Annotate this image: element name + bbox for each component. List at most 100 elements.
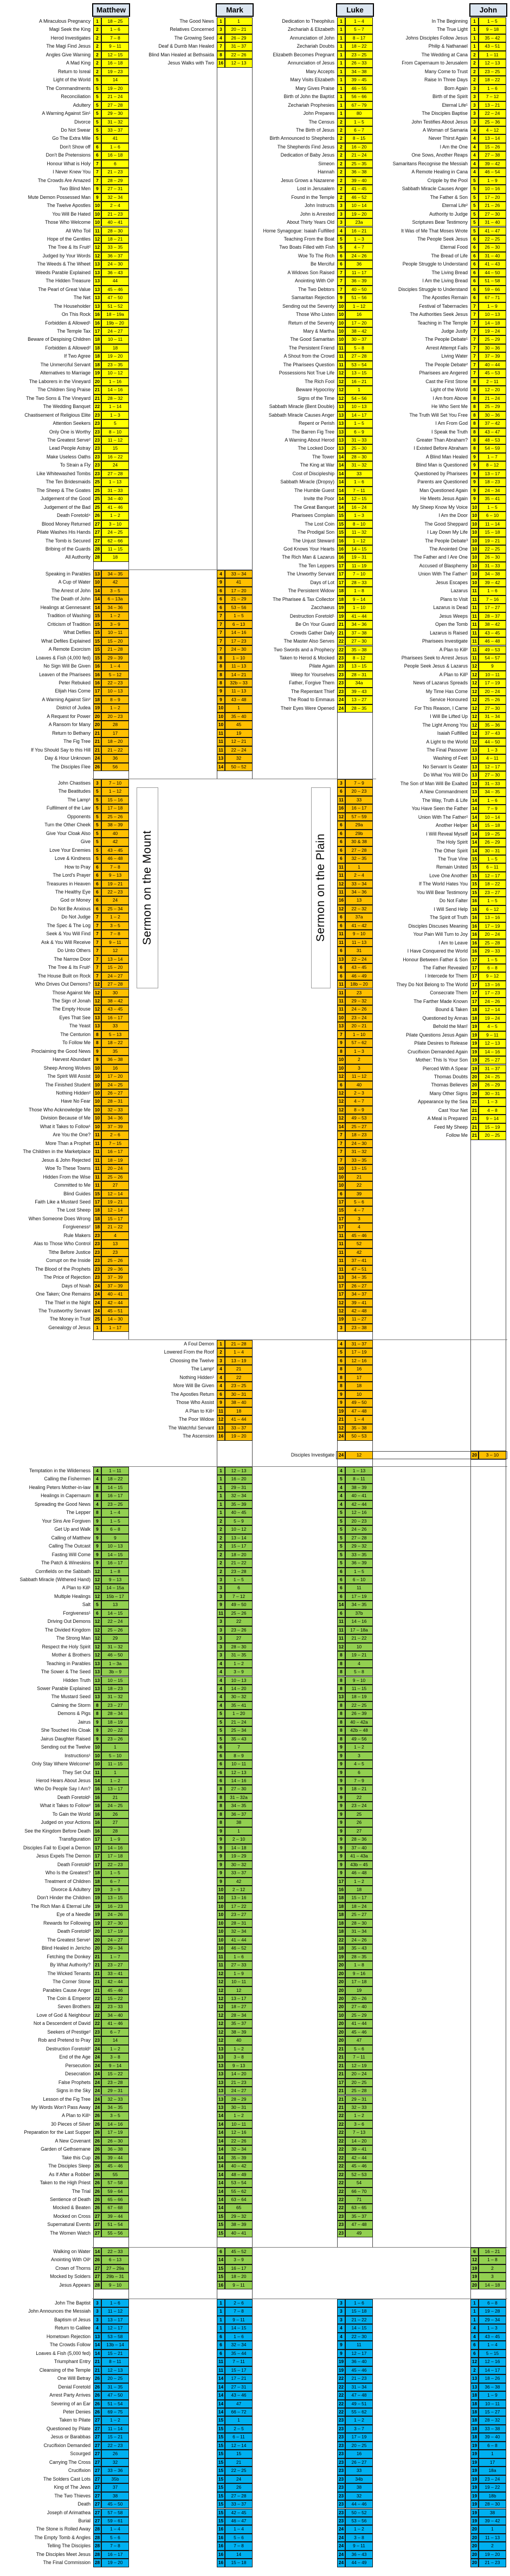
chapter-cell-lk: 19 — [337, 1315, 345, 1324]
passage-label: Forbidden & Allowed² — [45, 345, 91, 351]
chapter-cell-mk: 12 — [217, 2003, 225, 2011]
chapter-cell-lk: 4 — [337, 2324, 345, 2333]
verse-cell-lk: 63 – 65 — [345, 2204, 373, 2212]
verse-cell-lk: 40 – 42a — [345, 1718, 373, 1727]
chapter-cell-jn: 8 — [470, 419, 479, 428]
passage-label: Cast the First Stone — [425, 378, 468, 384]
verse-cell-mt: 1 – 3a — [101, 1659, 129, 1668]
chapter-cell-mk: 15 — [217, 2441, 225, 2450]
chapter-cell-lk: 5 — [337, 1509, 345, 1517]
verse-cell-lk: 24 – 26 — [345, 251, 373, 261]
passage-label: To Strain a Fly — [60, 462, 91, 468]
verse-cell-lk: 45 – 46 — [345, 2028, 373, 2037]
verse-cell-jn: 26 – 29 — [479, 838, 506, 847]
chapter-cell-lk: 21 — [337, 2095, 345, 2103]
verse-cell-jn: 31 – 40 — [479, 218, 506, 227]
chapter-cell-lk: 16 — [337, 896, 345, 905]
column-header-john: John — [469, 3, 507, 17]
chapter-cell-lk: 10 — [337, 1181, 345, 1190]
passage-label: The Wicked Tenants — [47, 1970, 91, 1976]
chapter-cell-mk: 9 — [217, 1869, 225, 1878]
chapter-cell-mt: 27 — [93, 2424, 101, 2433]
passage-label: People Struggle to Understand — [402, 261, 468, 267]
passage-label: The Coin & Emperor — [47, 1995, 91, 2001]
chapter-cell-mk: 13 — [217, 1423, 225, 1433]
verse-cell-lk: 49 – 50 — [345, 1399, 373, 1407]
chapter-cell-jn: 10 — [470, 503, 479, 512]
verse-cell-mk: 1 – 5 — [225, 612, 253, 620]
chapter-cell-mt: 6 — [93, 896, 101, 905]
verse-cell-mt: 6 – 7 — [101, 2028, 129, 2037]
verse-cell-jn: 1 – 5 — [479, 503, 506, 512]
chapter-cell-jn: 8 — [470, 411, 479, 420]
chapter-cell-jn: 17 — [470, 972, 479, 981]
passage-label: Mary & Martha — [303, 328, 334, 334]
chapter-cell-mk: 4 — [217, 1365, 225, 1374]
verse-cell-mt: 3b – 9 — [101, 1668, 129, 1677]
chapter-cell-jn: 10 — [470, 545, 479, 554]
verse-cell-lk: 24 – 26 — [345, 1525, 373, 1534]
chapter-cell-mk: 1 — [217, 1500, 225, 1509]
verse-cell-lk: 25 – 35 — [345, 159, 373, 169]
verse-cell-lk: 22 – 30 — [345, 2332, 373, 2341]
verse-cell-mt: 32 — [101, 2458, 129, 2467]
verse-cell-mk: 47 — [225, 2399, 253, 2408]
chapter-cell-jn: 16 — [470, 930, 479, 939]
verse-cell-mt: 18 – 21 — [101, 235, 129, 244]
verse-cell-lk: 7 – 11 — [345, 2053, 373, 2062]
verse-cell-lk: 17 – 19 — [345, 1348, 373, 1357]
verse-cell-jn: 10 – 11 — [479, 670, 506, 679]
chapter-cell-mt: 21 — [93, 1986, 101, 1995]
chapter-cell-lk: 12 — [337, 879, 345, 888]
chapter-cell-jn: 9 — [470, 495, 479, 503]
verse-cell-jn: 19 – 22 — [479, 2483, 506, 2492]
passage-label: Salt — [82, 1602, 91, 1608]
verse-cell-mk: 40 — [225, 2036, 253, 2045]
passage-label: The Unmerciful Servant — [40, 361, 91, 367]
verse-cell-jn: 12 – 17 — [479, 871, 506, 881]
passage-label: Like Whitewashed Tombs — [36, 470, 91, 476]
chapter-cell-mt: 24 — [93, 2053, 101, 2062]
verse-cell-lk: 10 – 14 — [345, 202, 373, 210]
chapter-cell-lk: 13 — [337, 1273, 345, 1282]
verse-cell-mt: 12 – 14 — [101, 1206, 129, 1215]
chapter-cell-mt: 12 — [93, 1592, 101, 1601]
verse-cell-mt: 28 — [101, 1827, 129, 1836]
verse-cell-jn: 18 – 26 — [479, 2374, 506, 2383]
passage-label: Burial — [78, 2517, 91, 2523]
chapter-cell-jn: 17 — [470, 997, 479, 1006]
passage-label: Zechariah Doubts — [296, 43, 334, 49]
verse-cell-mt: 8 – 9 — [101, 695, 129, 704]
verse-cell-jn: 7 – 9 — [479, 805, 506, 813]
passage-label: Anointing With Oil² — [51, 2257, 91, 2263]
passage-label: The Spirit Will Assist — [47, 1073, 91, 1079]
passage-label: Jesus or Barabbas — [50, 2434, 91, 2440]
verse-cell-lk: 53 – 56 — [345, 2516, 373, 2526]
chapter-cell-mk: 2 — [217, 1348, 225, 1357]
chapter-cell-mk: 15 — [217, 2433, 225, 2442]
passage-label: The Beatitudes — [58, 788, 91, 794]
chapter-cell-mt: 21 — [93, 2366, 101, 2375]
passage-label: Don't Hinder the Children — [37, 1895, 91, 1901]
chapter-cell-jn: 12 — [470, 687, 479, 696]
verse-cell-mt: 16 – 17 — [101, 1559, 129, 1568]
passage-label: Weeds Parable Explained — [35, 269, 91, 275]
verse-cell-lk: 46 – 49 — [345, 972, 373, 981]
verse-cell-mt: 32 – 34 — [101, 193, 129, 202]
verse-cell-lk: 11 — [345, 1584, 373, 1593]
verse-cell-jn: 29 – 34 — [479, 2315, 506, 2325]
passage-label: Calling of Matthew — [51, 1535, 91, 1541]
verse-cell-mk: 13 – 16 — [225, 1894, 253, 1902]
passage-label: Light of the World — [53, 77, 91, 83]
chapter-cell-jn: 1 — [470, 42, 479, 51]
chapter-cell-jn: 6 — [470, 251, 479, 261]
verse-cell-mk: 55 – 62 — [225, 2187, 253, 2196]
verse-cell-mk: 1 — [225, 17, 253, 26]
verse-cell-jn: 2 — [479, 2542, 506, 2551]
chapter-cell-mt: 4 — [93, 1500, 101, 1509]
verse-cell-mt: 59 – 64 — [101, 2187, 129, 2196]
verse-cell-mk: 7 – 12 — [225, 1592, 253, 1601]
chapter-cell-jn: 18 — [470, 2391, 479, 2400]
passage-label: Jairus — [78, 1719, 91, 1725]
verse-cell-mt: 1 – 8 — [101, 1567, 129, 1576]
